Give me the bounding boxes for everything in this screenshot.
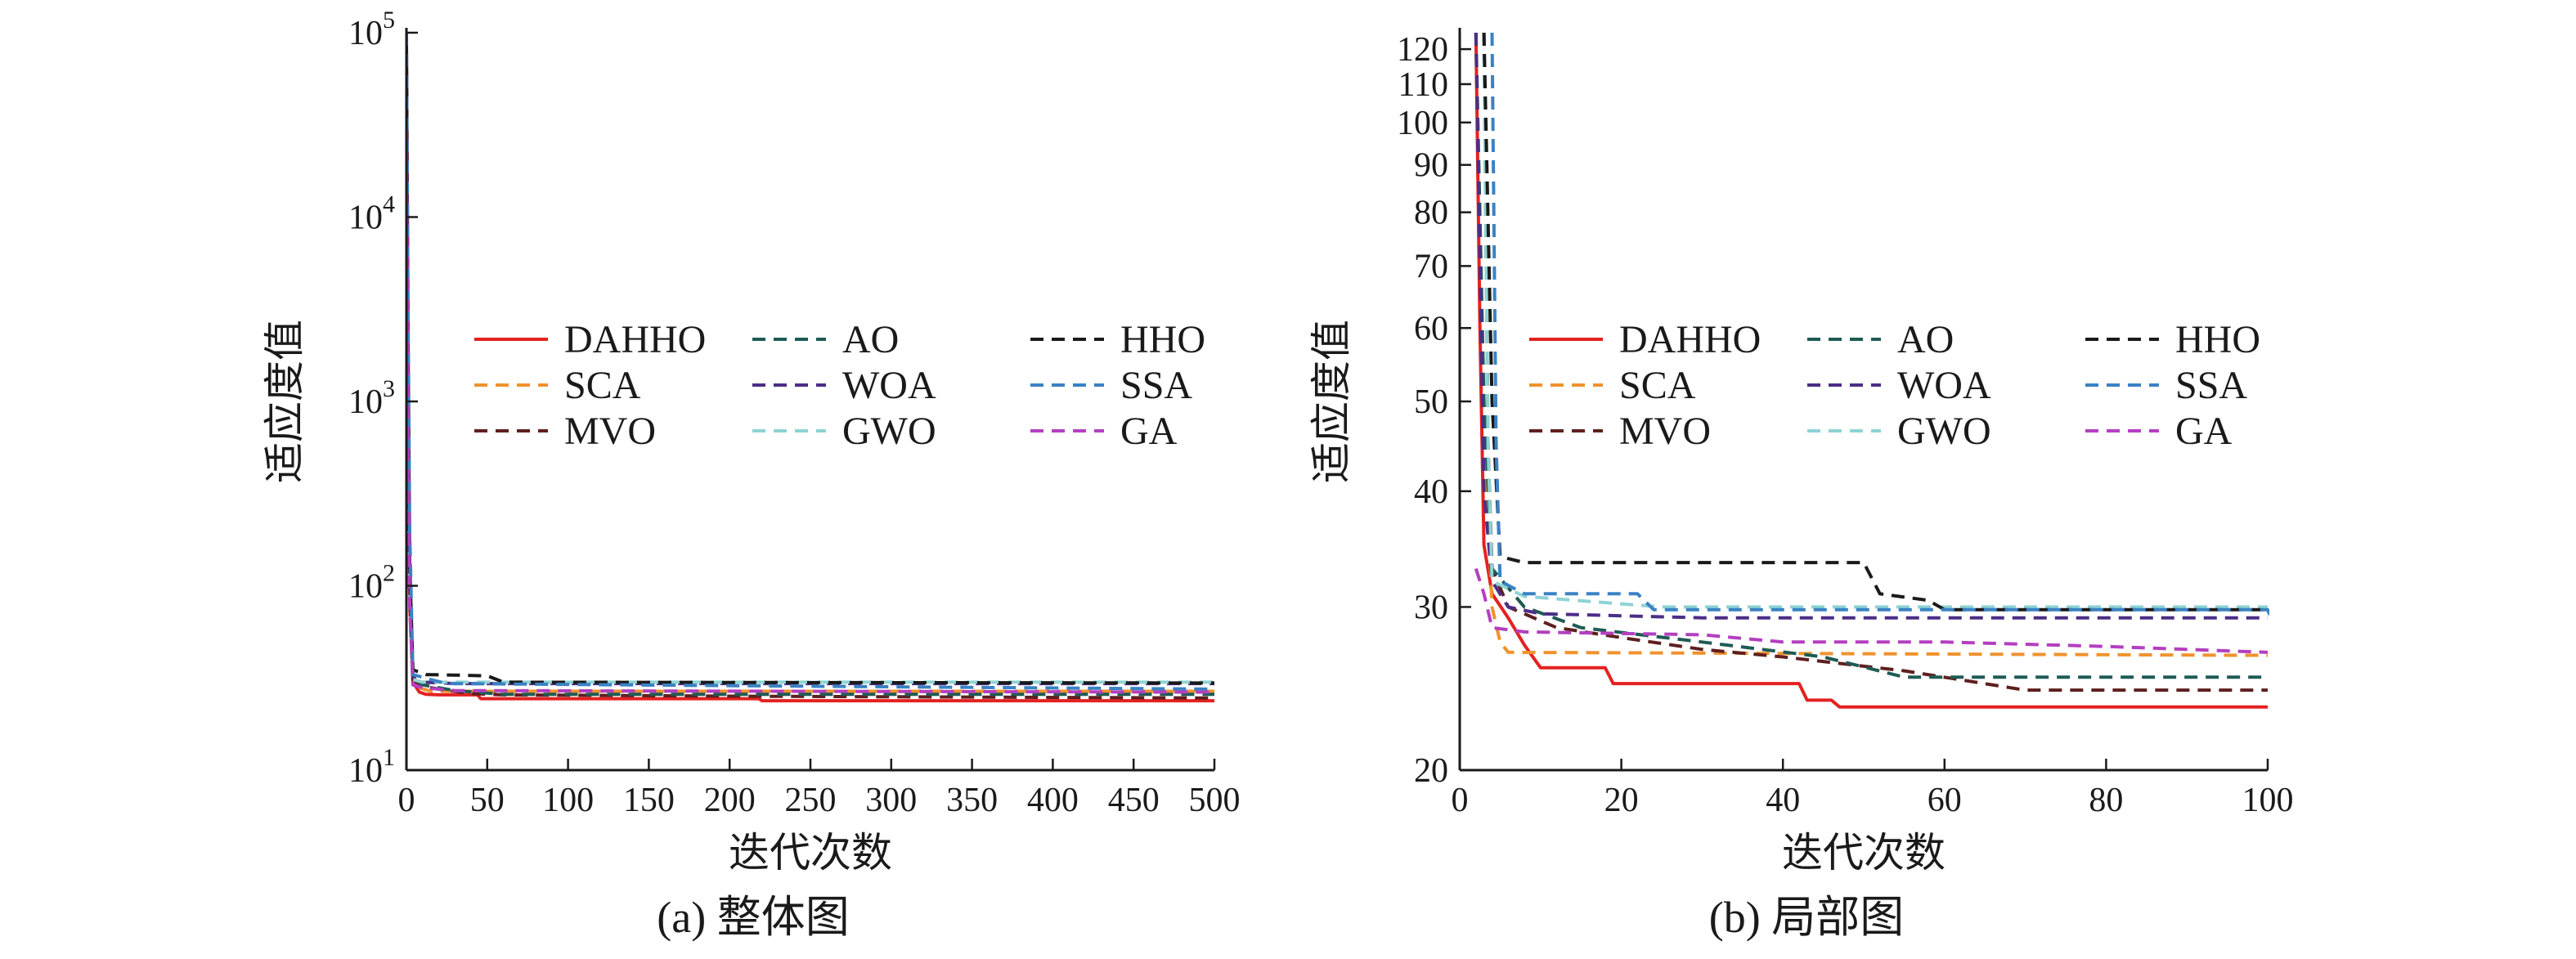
- series-line-ssa: [1490, 32, 2269, 620]
- legend-label-mvo: MVO: [564, 410, 656, 453]
- y-tick-label: 101: [348, 744, 395, 790]
- x-tick-label: 350: [946, 782, 998, 819]
- x-tick-label: 40: [1766, 782, 1800, 819]
- legend-label-sca: SCA: [564, 364, 641, 407]
- panel-caption: (b) 局部图: [1709, 893, 1904, 942]
- x-tick-label: 20: [1604, 782, 1639, 819]
- y-tick-label: 102: [348, 560, 395, 606]
- series-line-ssa: [406, 32, 1215, 691]
- series-line-ao: [406, 87, 1214, 697]
- y-tick-label: 30: [1414, 589, 1448, 626]
- x-tick-label: 250: [785, 782, 837, 819]
- legend-label-ssa: SSA: [1120, 364, 1192, 407]
- y-tick-label: 50: [1414, 383, 1448, 421]
- y-tick-label: 80: [1414, 195, 1448, 232]
- x-tick-label: 0: [1452, 782, 1469, 819]
- series-line-mvo: [1482, 32, 2268, 692]
- series-line-woa: [1474, 32, 2268, 620]
- chart-panel-b: 0 20 40 60 80 1002030405060708090100110120迭代次…: [1308, 28, 2294, 942]
- x-tick-label: 400: [1027, 782, 1079, 819]
- legend-label-hho: HHO: [2175, 318, 2260, 361]
- x-tick-label: 0: [398, 782, 415, 819]
- y-tick-label: 104: [348, 191, 395, 237]
- series-line-dahho: [406, 41, 1214, 703]
- legend-label-gwo: GWO: [1897, 410, 1991, 453]
- series-line-ga: [406, 128, 1215, 694]
- series-group: [406, 32, 1215, 703]
- series-group: [1474, 32, 2269, 709]
- series-line-gwo: [1482, 32, 2268, 609]
- series-line-woa: [406, 50, 1214, 686]
- series-line-ao: [1474, 32, 2268, 679]
- y-tick-label: 103: [348, 375, 395, 421]
- legend-label-ao: AO: [1897, 318, 1954, 361]
- x-tick-label: 60: [1928, 782, 1962, 819]
- series-line-ga: [1474, 567, 2269, 654]
- y-tick-label: 40: [1414, 473, 1448, 511]
- series-line-hho: [1482, 32, 2268, 612]
- series-line-sca: [406, 73, 1214, 693]
- x-axis-title: 迭代次数: [1782, 830, 1945, 876]
- y-tick-label: 90: [1414, 147, 1448, 185]
- y-axis-title: 适应度值: [1308, 320, 1354, 483]
- y-tick-label: 100: [1397, 105, 1448, 142]
- legend-label-mvo: MVO: [1619, 410, 1711, 453]
- series-line-dahho: [1474, 32, 2268, 709]
- x-tick-label: 300: [865, 782, 917, 819]
- legend-label-gwo: GWO: [842, 410, 936, 453]
- y-tick-label: 105: [348, 7, 395, 52]
- legend-label-woa: WOA: [842, 364, 936, 407]
- x-tick-label: 450: [1108, 782, 1160, 819]
- x-tick-label: 80: [2089, 782, 2123, 819]
- series-line-mvo: [406, 60, 1215, 700]
- x-tick-label: 100: [542, 782, 594, 819]
- y-tick-label: 110: [1398, 66, 1448, 104]
- legend-label-hho: HHO: [1120, 318, 1205, 361]
- x-tick-label: 150: [623, 782, 675, 819]
- panel-caption: (a) 整体图: [657, 893, 849, 942]
- legend-label-ga: GA: [1120, 410, 1178, 453]
- y-tick-label: 120: [1397, 31, 1448, 69]
- chart-panel-a: 0 50 100 150 200 250 300 350 400 450 500 101 102 103 1…: [262, 7, 1241, 942]
- x-axis-title: 迭代次数: [729, 830, 892, 876]
- legend-label-ssa: SSA: [2175, 364, 2247, 407]
- legend-label-dahho: DAHHO: [1619, 318, 1761, 361]
- legend-label-woa: WOA: [1897, 364, 1991, 407]
- y-tick-label: 60: [1414, 310, 1448, 347]
- legend-label-ga: GA: [2175, 410, 2233, 453]
- legend-label-sca: SCA: [1619, 364, 1696, 407]
- y-tick-label: 20: [1414, 752, 1448, 790]
- x-tick-label: 50: [470, 782, 505, 819]
- series-line-hho: [406, 45, 1215, 685]
- y-axis-title: 适应度值: [262, 320, 307, 483]
- x-tick-label: 100: [2242, 782, 2294, 819]
- x-tick-label: 200: [704, 782, 756, 819]
- y-tick-label: 70: [1414, 248, 1448, 285]
- series-line-gwo: [406, 105, 1214, 684]
- legend-label-dahho: DAHHO: [564, 318, 706, 361]
- x-tick-label: 500: [1189, 782, 1241, 819]
- legend-label-ao: AO: [842, 318, 899, 361]
